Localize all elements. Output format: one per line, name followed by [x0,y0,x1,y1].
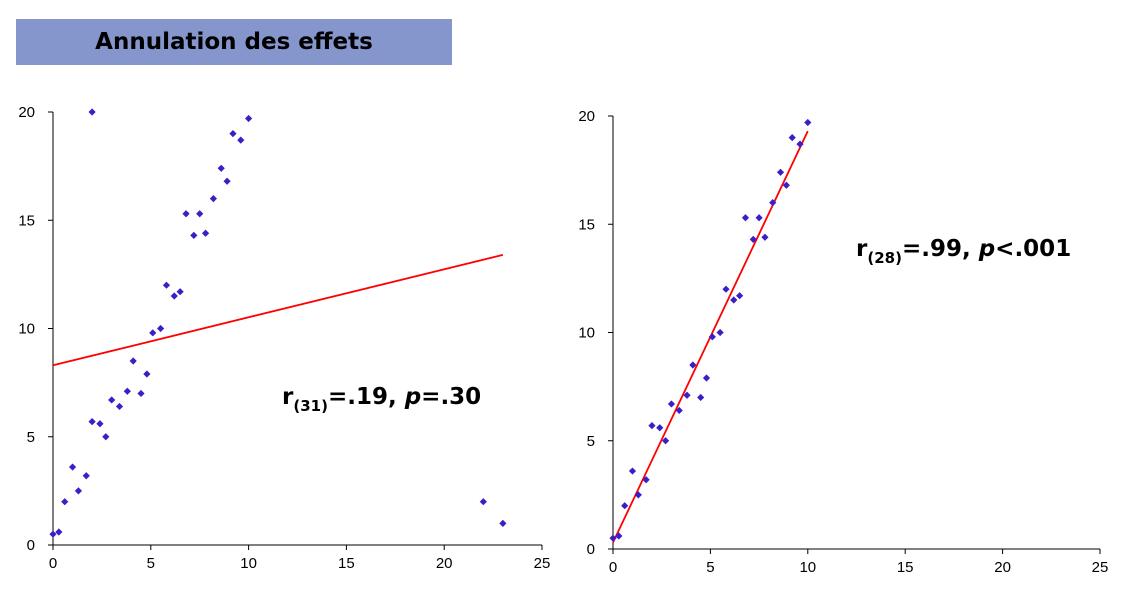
y-tick-label: 10 [578,325,595,342]
trend-line [52,254,504,367]
data-point [609,534,617,542]
data-point [182,210,190,218]
data-point [741,214,750,222]
data-point [129,357,137,365]
data-point [667,400,676,408]
y-tick-label: 5 [27,429,35,446]
data-point [156,324,165,333]
data-point [499,519,507,527]
data-point [176,288,184,296]
x-tick-label: 10 [799,559,816,576]
data-point [143,370,151,378]
data-point [634,491,642,499]
data-point [788,134,796,142]
data-point [108,396,116,404]
data-point [769,199,777,207]
data-point [708,333,716,341]
x-tick-label: 20 [994,559,1011,576]
x-tick-label: 20 [436,555,453,572]
x-tick-label: 25 [534,555,551,572]
data-point [761,233,769,241]
data-point [196,210,204,218]
data-point [245,114,253,123]
data-point [730,296,738,304]
data-point [88,108,96,116]
data-point [68,463,77,471]
y-tick-label: 5 [587,433,595,450]
x-tick-label: 5 [147,555,155,572]
data-point [755,214,763,222]
y-tick-label: 0 [587,541,595,558]
correlation-annotation: r(28)=.99, p<.001 [856,236,1071,267]
data-point [102,433,110,441]
data-point [201,229,210,237]
data-point [628,467,637,475]
data-point [209,195,217,203]
data-point [615,532,623,540]
data-point [621,502,629,510]
y-tick-label: 0 [27,537,35,554]
data-point [782,181,790,189]
x-tick-label: 15 [897,559,914,576]
data-point [82,472,90,480]
data-point [648,421,656,430]
data-point [223,177,231,185]
x-tick-label: 25 [1092,559,1109,576]
data-point [49,530,57,538]
data-point [702,374,711,382]
data-point [776,168,785,176]
chart-left: 0 5 10 15 20 25 0 5 10 15 20 r(31)=.19, p=.30 [18,104,550,572]
data-point [796,140,804,148]
title-banner: Annulation des effets [16,19,452,65]
data-point [74,487,83,495]
data-point [804,118,812,127]
x-tick-label: 0 [49,555,57,572]
data-point [675,406,683,415]
y-tick-label: 15 [578,216,595,233]
data-point [661,437,670,445]
y-tick-label: 20 [18,104,35,121]
data-point [55,528,63,536]
correlation-annotation: r(31)=.19, p=.30 [282,384,481,415]
y-tick-label: 20 [578,108,595,125]
data-point [479,498,487,506]
data-point [656,424,664,432]
data-point [123,387,131,395]
data-point [88,417,96,426]
data-point [217,164,225,172]
data-point [229,130,237,138]
x-tick-label: 10 [240,555,257,572]
data-point [115,402,124,411]
data-point [190,231,198,240]
data-point [642,476,650,484]
data-point [137,389,145,398]
x-tick-label: 15 [338,555,355,572]
page-title: Annulation des effets [95,29,373,55]
data-point [237,136,245,144]
y-tick-label: 10 [18,321,35,338]
data-point [96,420,104,428]
data-point [722,285,730,293]
data-point [170,292,178,300]
data-point [736,292,744,300]
data-point [149,329,157,337]
data-point [697,393,705,402]
data-point [162,281,171,289]
data-point [61,498,69,506]
chart-right: 0 5 10 15 20 25 0 5 10 15 20 r(28)=.99, p<.001 [578,108,1108,576]
data-point [749,235,757,244]
x-tick-label: 5 [706,559,714,576]
y-tick-label: 15 [18,212,35,229]
data-point [683,391,691,399]
data-point [716,328,724,337]
data-point [689,361,697,369]
x-tick-label: 0 [609,559,617,576]
